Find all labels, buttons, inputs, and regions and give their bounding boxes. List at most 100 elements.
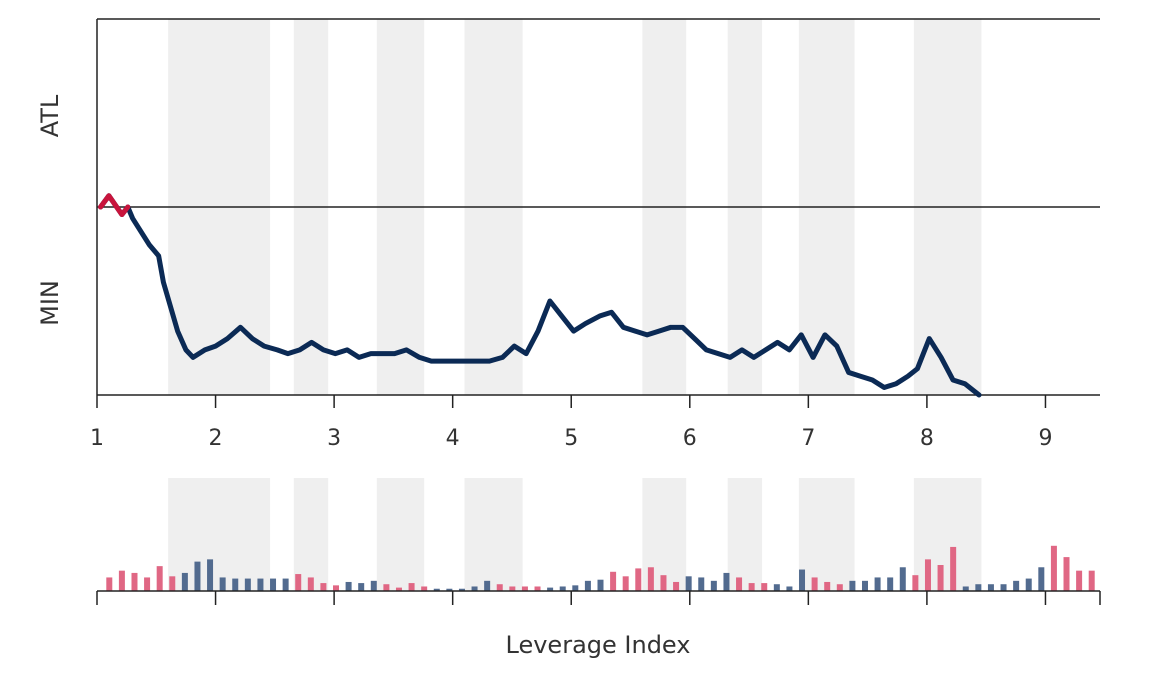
bar-shaded-region-2 (293, 478, 329, 591)
series-point-50 (658, 330, 660, 332)
series-point-75 (952, 379, 954, 381)
series-point-9 (177, 330, 179, 332)
bar-61 (861, 580, 868, 591)
series-point-77 (978, 394, 980, 396)
bar-50 (723, 572, 730, 591)
bar-38 (572, 585, 579, 591)
series-point-26 (370, 353, 372, 355)
series-point-27 (382, 353, 384, 355)
series-point-45 (599, 315, 601, 317)
bar-5 (156, 566, 163, 591)
bar-69 (962, 586, 969, 591)
series-point-31 (430, 360, 432, 362)
series-point-61 (788, 349, 790, 351)
series-point-35 (478, 360, 480, 362)
bar-77 (1063, 557, 1070, 591)
series-point-39 (525, 353, 527, 355)
bar-36 (547, 587, 554, 591)
bar-74 (1025, 578, 1032, 591)
series-point-69 (883, 386, 885, 388)
bar-24 (395, 587, 402, 591)
bar-56 (799, 569, 806, 591)
bar-7 (181, 572, 188, 591)
bar-34 (521, 586, 528, 591)
bar-76 (1050, 545, 1057, 591)
bar-15 (282, 578, 289, 591)
bar-55 (786, 586, 793, 591)
series-point-6 (148, 244, 150, 246)
bar-shaded-region-3 (376, 478, 425, 591)
series-point-63 (812, 356, 814, 358)
bar-10 (219, 577, 226, 591)
bar-78 (1076, 570, 1083, 591)
y-tick-label-atl: ATL (36, 94, 64, 137)
bar-8 (194, 561, 201, 591)
series-point-33 (454, 360, 456, 362)
bar-73 (1013, 580, 1020, 591)
bar-70 (975, 584, 982, 591)
x-tick-label-1: 1 (90, 426, 104, 451)
series-point-56 (729, 356, 731, 358)
series-point-66 (848, 371, 850, 373)
series-point-18 (276, 349, 278, 351)
bar-35 (534, 586, 541, 591)
bar-40 (597, 579, 604, 591)
bar-54 (773, 584, 780, 591)
bar-19 (333, 585, 340, 591)
series-point-14 (226, 338, 228, 340)
series-point-37 (501, 356, 503, 358)
series-point-8 (162, 281, 164, 283)
series-point-23 (334, 353, 336, 355)
series-point-58 (753, 356, 755, 358)
x-tick-label-6: 6 (683, 426, 697, 451)
bar-65 (912, 575, 919, 591)
bar-72 (1000, 584, 1007, 591)
series-point-21 (311, 341, 313, 343)
bar-2 (118, 570, 125, 591)
series-point-38 (513, 345, 515, 347)
series-point-36 (488, 360, 490, 362)
bar-31 (484, 580, 491, 591)
series-point-20 (299, 349, 301, 351)
series-point-51 (670, 326, 672, 328)
series-point-43 (573, 330, 575, 332)
bar-18 (320, 583, 327, 591)
bar-33 (509, 586, 516, 591)
series-point-44 (584, 323, 586, 325)
bar-29 (458, 588, 465, 591)
bar-46 (673, 581, 680, 591)
series-point-29 (405, 349, 407, 351)
bar-68 (950, 546, 957, 591)
series-point-47 (622, 326, 624, 328)
series-point-32 (442, 360, 444, 362)
bar-32 (496, 584, 503, 591)
x-tick-label-4: 4 (446, 426, 460, 451)
bar-66 (924, 559, 931, 591)
bar-14 (270, 578, 277, 591)
series-point-59 (765, 349, 767, 351)
bar-57 (811, 577, 818, 591)
x-tick-label-8: 8 (920, 426, 934, 451)
bar-shaded-region-8 (913, 478, 982, 591)
bar-43 (635, 568, 642, 591)
series-point-7 (158, 255, 160, 257)
bar-49 (710, 580, 717, 591)
x-tick-label-9: 9 (1038, 426, 1052, 451)
bar-51 (736, 577, 743, 591)
bar-41 (610, 571, 617, 591)
bar-series (106, 545, 1095, 591)
highlight-segment (98, 193, 131, 218)
x-tick-label-5: 5 (564, 426, 578, 451)
x-tick-label-7: 7 (801, 426, 815, 451)
x-axis-title: Leverage Index (506, 631, 691, 659)
bar-shaded-region-1 (168, 478, 271, 591)
series-point-15 (239, 326, 241, 328)
bar-12 (244, 578, 251, 591)
y-tick-label-min: MIN (36, 280, 64, 326)
series-point-62 (800, 334, 802, 336)
bar-13 (257, 578, 264, 591)
bar-52 (748, 583, 755, 591)
series-point-68 (871, 379, 873, 381)
bar-59 (836, 584, 843, 591)
series-point-25 (358, 356, 360, 358)
